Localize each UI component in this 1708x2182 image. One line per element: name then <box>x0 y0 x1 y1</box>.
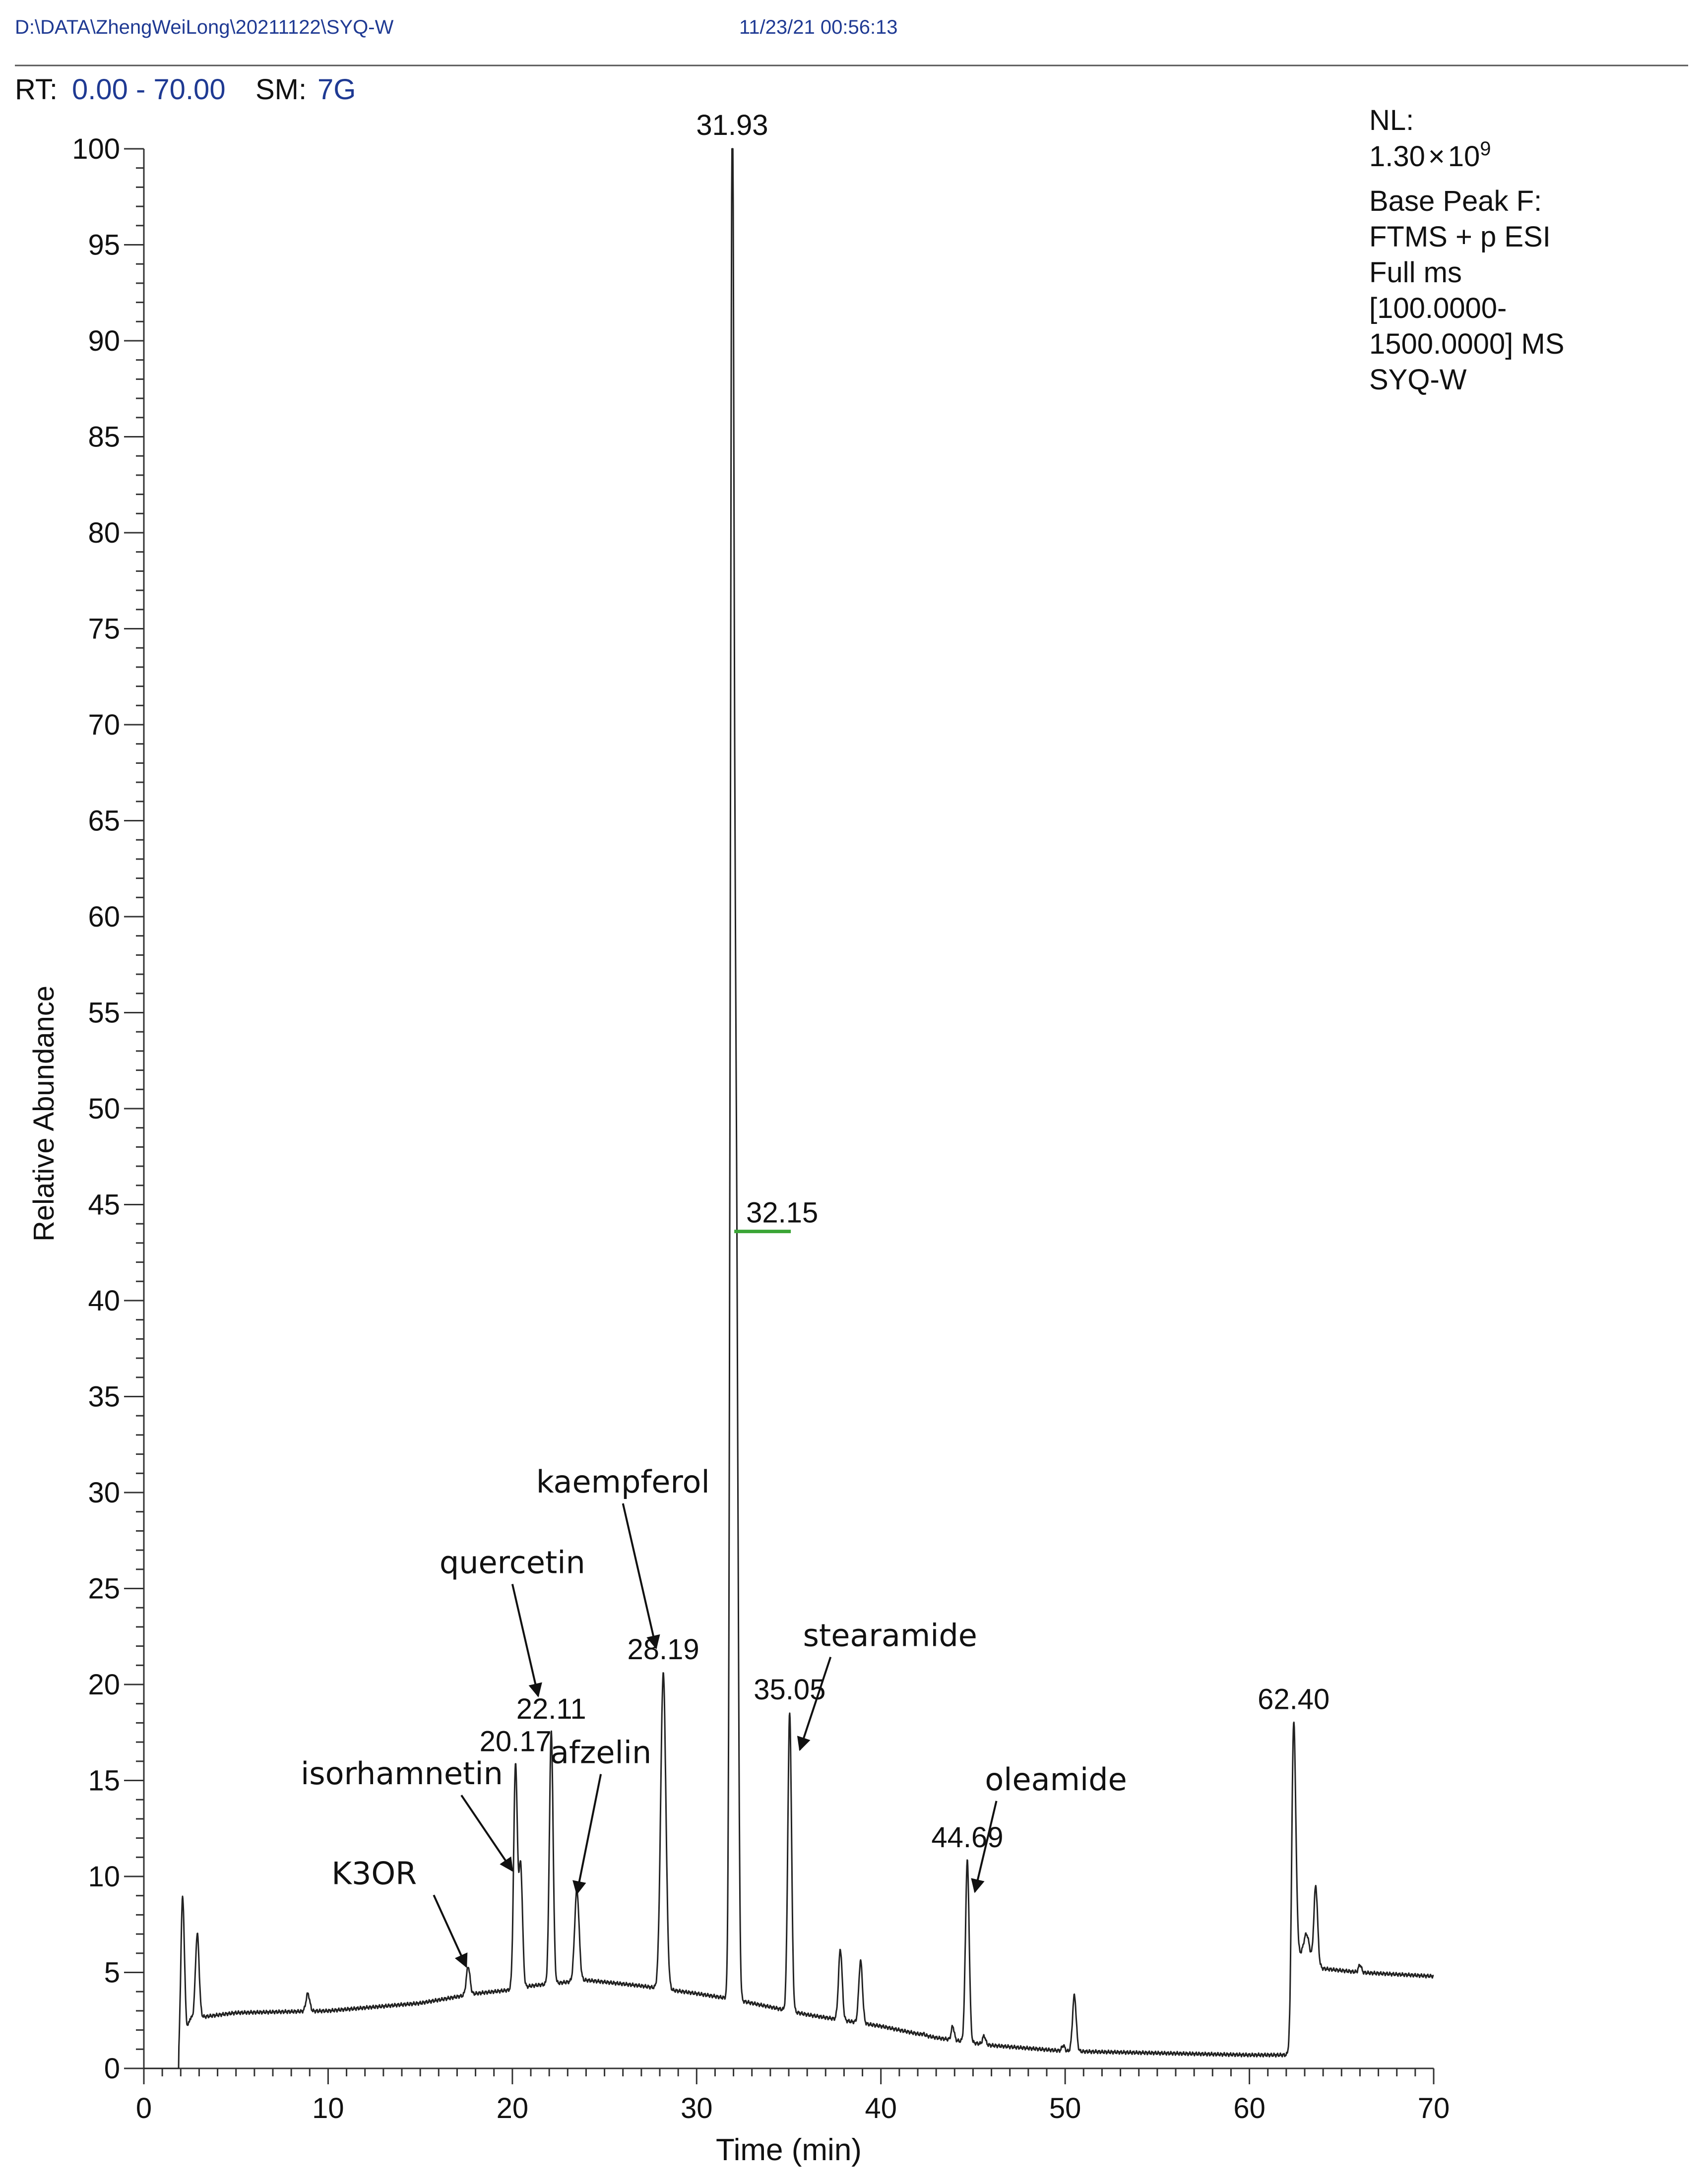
x-axis: 0 10 20 30 40 50 60 70 <box>136 2067 1450 2124</box>
annotation-group: kaempferol quercetin isorhamnetin afzelin K3… <box>301 1464 1127 1968</box>
nl-base: 10 <box>1448 140 1480 173</box>
y-tick-label: 95 <box>88 229 120 261</box>
y-tick-label: 45 <box>88 1189 120 1221</box>
nl-times: × <box>1428 140 1445 173</box>
x-tick-label: 20 <box>497 2092 529 2124</box>
y-tick-label: 35 <box>88 1381 120 1413</box>
y-tick-label: 20 <box>88 1669 120 1701</box>
y-tick-label: 100 <box>72 133 120 165</box>
peak-label: 62.40 <box>1258 1683 1329 1715</box>
y-tick-label: 50 <box>88 1093 120 1125</box>
nl-value: 1.30 × 109 <box>1369 138 1491 173</box>
compound-annotation: K3OR <box>331 1855 417 1891</box>
x-tick-label: 10 <box>312 2092 344 2124</box>
annotation-arrow <box>460 1795 513 1872</box>
peak-label: 35.05 <box>754 1674 825 1706</box>
nl-label: NL: <box>1369 104 1414 136</box>
y-tick-label: 80 <box>88 517 120 549</box>
y-tick-label: 55 <box>88 997 120 1029</box>
compound-annotation: stearamide <box>803 1618 977 1654</box>
nl-exponent: 9 <box>1480 138 1491 160</box>
y-tick-label: 30 <box>88 1477 120 1509</box>
sample-name: SYQ-W <box>1369 364 1467 396</box>
annotation-arrow <box>511 1584 542 1697</box>
run-timestamp: 11/23/21 00:56:13 <box>739 16 898 38</box>
peak-label: 28.19 <box>627 1633 699 1666</box>
y-tick-label: 40 <box>88 1285 120 1317</box>
x-tick-label: 60 <box>1233 2092 1265 2124</box>
nl-mantissa: 1.30 <box>1369 140 1425 173</box>
y-tick-label: 15 <box>88 1765 120 1797</box>
y-tick-label: 0 <box>104 2053 120 2085</box>
annotation-arrow <box>797 1656 832 1751</box>
y-tick-label: 60 <box>88 901 120 933</box>
x-tick-label: 40 <box>865 2092 897 2124</box>
y-axis: 0 5 10 15 20 25 30 35 40 45 50 55 60 65 70 75 80 85 90 95 10… <box>72 133 145 2085</box>
compound-annotation: afzelin <box>550 1735 651 1771</box>
peak-label: 20.17 <box>480 1726 552 1758</box>
peak-label: 31.93 <box>696 109 768 141</box>
info-box: NL: 1.30 × 109 Base Peak F: FTMS + p ESI F… <box>1369 104 1564 396</box>
annotation-arrow <box>572 1774 602 1895</box>
compound-annotation: kaempferol <box>536 1464 710 1500</box>
trace-line <box>143 148 1434 2069</box>
annotation-arrow <box>433 1894 468 1968</box>
x-tick-label: 50 <box>1049 2092 1081 2124</box>
y-tick-label: 10 <box>88 1861 120 1893</box>
rt-label: RT: <box>15 73 58 106</box>
y-tick-label: 65 <box>88 805 120 837</box>
x-tick-label: 70 <box>1418 2092 1450 2124</box>
sm-value: 7G <box>317 73 356 106</box>
scan-filter-line-1: Base Peak F: <box>1369 185 1542 217</box>
trace-group <box>143 148 1434 2069</box>
y-tick-label: 75 <box>88 613 120 645</box>
scan-filter-line-3: Full ms <box>1369 256 1462 289</box>
scan-filter-line-2: FTMS + p ESI <box>1369 221 1551 253</box>
scan-filter-line-5: 1500.0000] MS <box>1369 328 1564 360</box>
y-tick-label: 90 <box>88 325 120 357</box>
compound-annotation: quercetin <box>440 1545 585 1581</box>
peak-label: 44.69 <box>931 1821 1003 1854</box>
y-tick-label: 70 <box>88 709 120 741</box>
rt-value: 0.00 - 70.00 <box>72 73 226 106</box>
sm-label: SM: <box>255 73 307 106</box>
compound-annotation: oleamide <box>985 1761 1127 1798</box>
y-tick-label: 5 <box>104 1957 120 1989</box>
peak-label: 32.15 <box>746 1197 818 1229</box>
y-tick-label: 85 <box>88 421 120 453</box>
x-tick-label: 0 <box>136 2092 152 2124</box>
scan-filter-line-4: [100.0000- <box>1369 292 1507 324</box>
y-axis-label: Relative Abundance <box>28 986 60 1242</box>
y-tick-label: 25 <box>88 1573 120 1605</box>
peak-label: 22.11 <box>516 1693 586 1725</box>
x-axis-label: Time (min) <box>716 2133 862 2167</box>
file-path: D:\DATA\ZhengWeiLong\20211122\SYQ-W <box>15 16 394 38</box>
x-tick-label: 30 <box>681 2092 713 2124</box>
annotation-arrow <box>971 1801 998 1893</box>
annotation-arrow <box>622 1503 660 1650</box>
compound-annotation: isorhamnetin <box>301 1755 503 1792</box>
